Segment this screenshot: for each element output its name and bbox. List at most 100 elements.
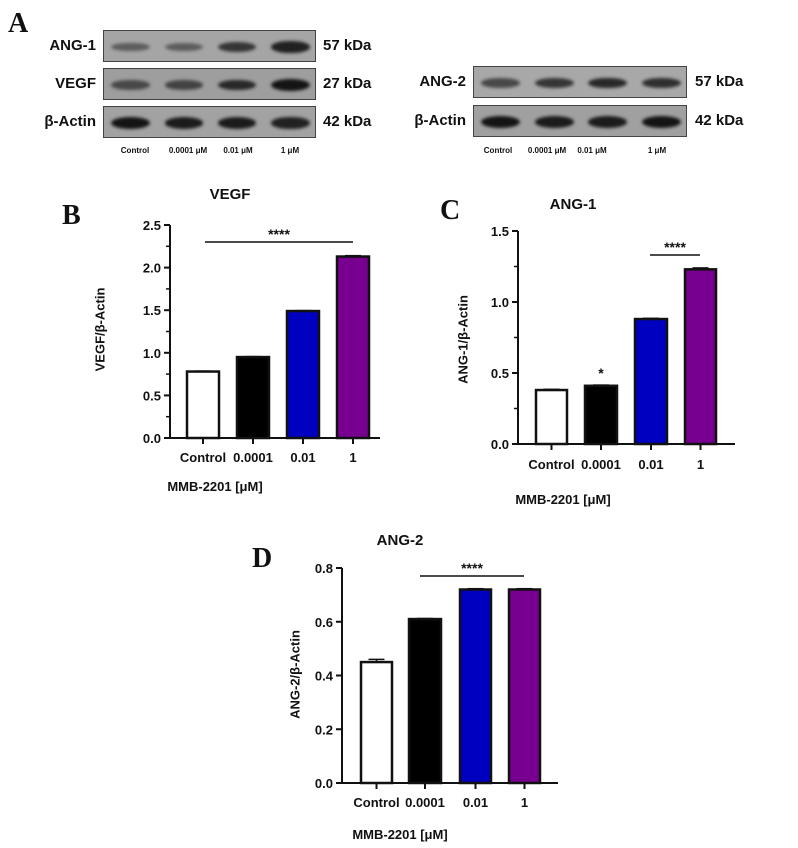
blot-kda-label: 42 kDa	[323, 113, 372, 130]
bar-0.0001	[235, 355, 271, 440]
x-tick-label: Control	[180, 450, 226, 465]
bar-control	[359, 660, 394, 785]
bar-0.01	[458, 588, 493, 785]
blot-lane-label: 1 μM	[280, 146, 300, 155]
blot-lane-label: 0.01 μM	[223, 146, 253, 155]
y-axis-label: ANG-2/β-Actin	[287, 630, 303, 719]
bar-0.0001	[407, 617, 443, 785]
x-tick-label: 1	[521, 795, 528, 810]
y-tick-label: 0.0	[143, 431, 161, 446]
bar-control	[534, 388, 569, 446]
y-axis-label: VEGF/β-Actin	[92, 287, 108, 372]
bar-1	[507, 588, 542, 785]
blot-row-label: ANG-1	[49, 37, 96, 54]
x-tick-label: 0.01	[638, 457, 663, 472]
blot-band	[111, 42, 150, 52]
blot-band	[217, 117, 257, 129]
y-tick-label: 0.0	[315, 776, 333, 791]
x-tick-label: Control	[528, 457, 574, 472]
blot-band	[481, 116, 520, 128]
x-tick-label: 1	[349, 450, 356, 465]
y-tick-label: 1.5	[143, 303, 161, 318]
blot-lane-label: Control	[120, 146, 150, 155]
bar-1	[683, 268, 718, 446]
blot-lane-label: 0.0001 μM	[527, 146, 567, 155]
blot-band	[217, 79, 257, 91]
x-axis-label: MMB-2201 [μM]	[515, 492, 611, 507]
y-tick-label: 1.0	[143, 346, 161, 361]
y-tick-label: 0.5	[143, 388, 161, 403]
x-tick-label: 0.0001	[405, 795, 445, 810]
y-tick-label: 2.0	[143, 261, 161, 276]
blot-band	[111, 80, 150, 90]
blot-band	[164, 117, 204, 129]
blot-band	[641, 77, 681, 89]
chart-title: VEGF	[209, 186, 251, 203]
blot-strip	[473, 66, 687, 98]
blot-row-label: VEGF	[55, 75, 96, 92]
blot-kda-label: 27 kDa	[323, 75, 372, 92]
y-tick-label: 0.2	[315, 722, 333, 737]
blot-kda-label: 42 kDa	[695, 112, 744, 129]
blot-band	[271, 41, 310, 53]
bar-control	[185, 370, 221, 440]
blot-row-label: β-Actin	[414, 112, 466, 129]
blot-row-label: β-Actin	[44, 113, 96, 130]
panel-letter-c: C	[440, 195, 461, 226]
x-tick-label: 0.01	[290, 450, 315, 465]
blot-row-label: ANG-2	[419, 73, 466, 90]
panel-letter-a: A	[8, 8, 29, 39]
blot-band	[534, 116, 574, 128]
x-tick-label: 0.0001	[233, 450, 273, 465]
panel-letter-b: B	[62, 200, 81, 231]
blot-band	[164, 42, 204, 52]
blot-band	[641, 116, 681, 128]
x-axis-label: MMB-2201 [μM]	[352, 827, 448, 842]
y-tick-label: 0.6	[315, 615, 333, 630]
x-axis-label: MMB-2201 [μM]	[167, 479, 263, 494]
y-axis-label: ANG-1/β-Actin	[455, 295, 471, 384]
bar-1	[335, 255, 371, 440]
blot-band	[111, 117, 150, 129]
significance-star: *	[598, 365, 604, 381]
blot-band	[534, 77, 574, 89]
y-tick-label: 0.8	[315, 561, 333, 576]
chart-title: ANG-1	[549, 196, 597, 213]
y-tick-label: 0.4	[315, 669, 334, 684]
blot-lane-label: 1 μM	[647, 146, 667, 155]
y-tick-label: 2.5	[143, 218, 161, 233]
chart-title: ANG-2	[376, 532, 424, 549]
blot-strip	[473, 105, 687, 137]
blot-band	[481, 78, 520, 88]
y-tick-label: 0.0	[491, 437, 509, 452]
blot-band	[164, 80, 204, 90]
bar-0.0001	[583, 384, 619, 446]
blot-band	[588, 77, 627, 89]
blot-band	[271, 117, 310, 129]
x-tick-label: 1	[697, 457, 704, 472]
x-tick-label: 0.01	[463, 795, 488, 810]
blot-strip	[103, 30, 316, 62]
significance-stars: ****	[664, 239, 686, 255]
x-tick-label: 0.0001	[581, 457, 621, 472]
y-tick-label: 0.5	[491, 366, 509, 381]
significance-stars: ****	[268, 226, 290, 242]
blot-lane-label: 0.0001 μM	[168, 146, 208, 155]
y-tick-label: 1.5	[491, 224, 509, 239]
blot-band	[588, 116, 627, 128]
blot-strip	[103, 68, 316, 100]
y-tick-label: 1.0	[491, 295, 509, 310]
blot-kda-label: 57 kDa	[323, 37, 372, 54]
blot-strip	[103, 106, 316, 138]
blot-band	[271, 79, 310, 91]
x-tick-label: Control	[353, 795, 399, 810]
blot-lane-label: Control	[483, 146, 513, 155]
panel-letter-d: D	[252, 543, 273, 574]
blot-lane-label: 0.01 μM	[577, 146, 607, 155]
bar-0.01	[285, 309, 321, 440]
bar-0.01	[633, 317, 669, 446]
blot-kda-label: 57 kDa	[695, 73, 744, 90]
significance-stars: ****	[461, 560, 483, 576]
blot-band	[217, 41, 257, 53]
